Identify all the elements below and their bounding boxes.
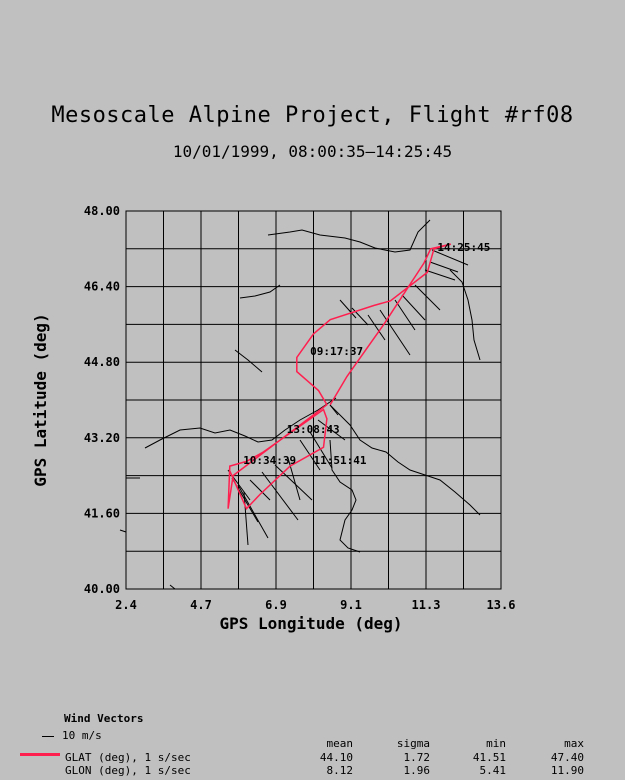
stats-mean: 44.10	[319, 751, 353, 764]
map-plot: 14:25:45 09:17:37 13:08:43 10:34:39 11:51:41…	[31, 204, 515, 633]
x-tick-label: 13.6	[487, 598, 516, 612]
wind-vector	[379, 309, 411, 356]
y-axis-label: GPS Latitude (deg)	[31, 313, 50, 486]
wind-vector	[424, 269, 456, 281]
y-tick-label: 44.80	[84, 355, 120, 369]
wind-vector	[261, 471, 299, 521]
wind-vectors-legend: Wind Vectors	[64, 712, 144, 725]
wind-scale-key: 10 m/s	[42, 729, 102, 742]
x-tick-label: 6.9	[265, 598, 287, 612]
wind-vector	[351, 307, 369, 326]
stats-max: 47.40	[550, 751, 584, 764]
stats-header-mean: mean	[326, 737, 354, 750]
x-tick-label: 4.7	[190, 598, 212, 612]
stats-row-label: GLAT (deg), 1 s/sec	[65, 751, 191, 764]
chart-title: Mesoscale Alpine Project, Flight #rf08	[51, 103, 574, 128]
wind-vector	[274, 464, 313, 501]
wind-vector	[309, 431, 333, 469]
coastline	[119, 219, 481, 590]
coastline-segment	[267, 219, 431, 253]
wind-vector	[237, 484, 269, 539]
y-tick-label: 46.40	[84, 280, 120, 294]
wind-vectors	[227, 249, 469, 546]
stats-max: 11.90	[550, 764, 584, 777]
wind-vector	[317, 419, 346, 441]
x-tick-label: 11.3	[412, 598, 441, 612]
stats-row-label: GLON (deg), 1 s/sec	[65, 764, 191, 777]
x-tick-label: 9.1	[340, 598, 362, 612]
flight-track-line	[227, 243, 452, 511]
wind-vector	[367, 314, 386, 341]
wind-vector	[431, 249, 469, 266]
coastline-segment	[126, 397, 337, 479]
x-axis-label: GPS Longitude (deg)	[219, 614, 402, 633]
wind-vector	[429, 261, 459, 273]
chart-subtitle: 10/01/1999, 08:00:35—14:25:45	[172, 142, 453, 161]
coastline-segment	[449, 269, 481, 361]
wind-vector	[243, 491, 249, 546]
stats-header-sigma: sigma	[396, 737, 430, 750]
time-label: 14:25:45	[437, 241, 490, 254]
x-tick-labels: 2.4 4.7 6.9 9.1 11.3 13.6	[115, 598, 515, 612]
stats-header-max: max	[564, 737, 584, 750]
time-label: 09:17:37	[310, 345, 363, 358]
stats-header-min: min	[486, 737, 506, 750]
wind-scale-bar	[42, 735, 54, 737]
stats-mean: 8.12	[326, 764, 354, 777]
coastline-segment	[329, 404, 481, 516]
stats-min: 41.51	[472, 751, 506, 764]
y-tick-labels: 40.00 41.60 43.20 44.80 46.40 48.00	[84, 204, 120, 596]
stats-sigma: 1.72	[403, 751, 431, 764]
y-tick-label: 41.60	[84, 506, 120, 520]
stats-sigma: 1.96	[403, 764, 431, 777]
wind-vector	[414, 284, 441, 311]
flight-track	[227, 243, 452, 511]
coastline-segment	[119, 529, 176, 590]
stats-min: 5.41	[479, 764, 507, 777]
wind-vector	[394, 299, 416, 331]
plot-frame	[125, 210, 502, 590]
wind-vector	[401, 294, 426, 321]
wind-vector	[249, 479, 271, 501]
wind-vector	[339, 299, 357, 319]
glat-line-swatch	[20, 753, 60, 756]
time-label: 11:51:41	[314, 454, 367, 467]
y-tick-label: 48.00	[84, 204, 120, 218]
coastline-segment	[234, 284, 281, 373]
wind-scale-label: 10 m/s	[62, 729, 102, 742]
wind-vector	[287, 457, 301, 501]
y-tick-label: 40.00	[84, 582, 120, 596]
x-tick-label: 2.4	[115, 598, 137, 612]
wind-vector	[329, 404, 339, 416]
time-labels: 14:25:45 09:17:37 13:08:43 10:34:39 11:51:41	[243, 241, 490, 467]
time-label: 10:34:39	[243, 454, 296, 467]
y-tick-label: 43.20	[84, 431, 120, 445]
time-label: 13:08:43	[287, 423, 340, 436]
